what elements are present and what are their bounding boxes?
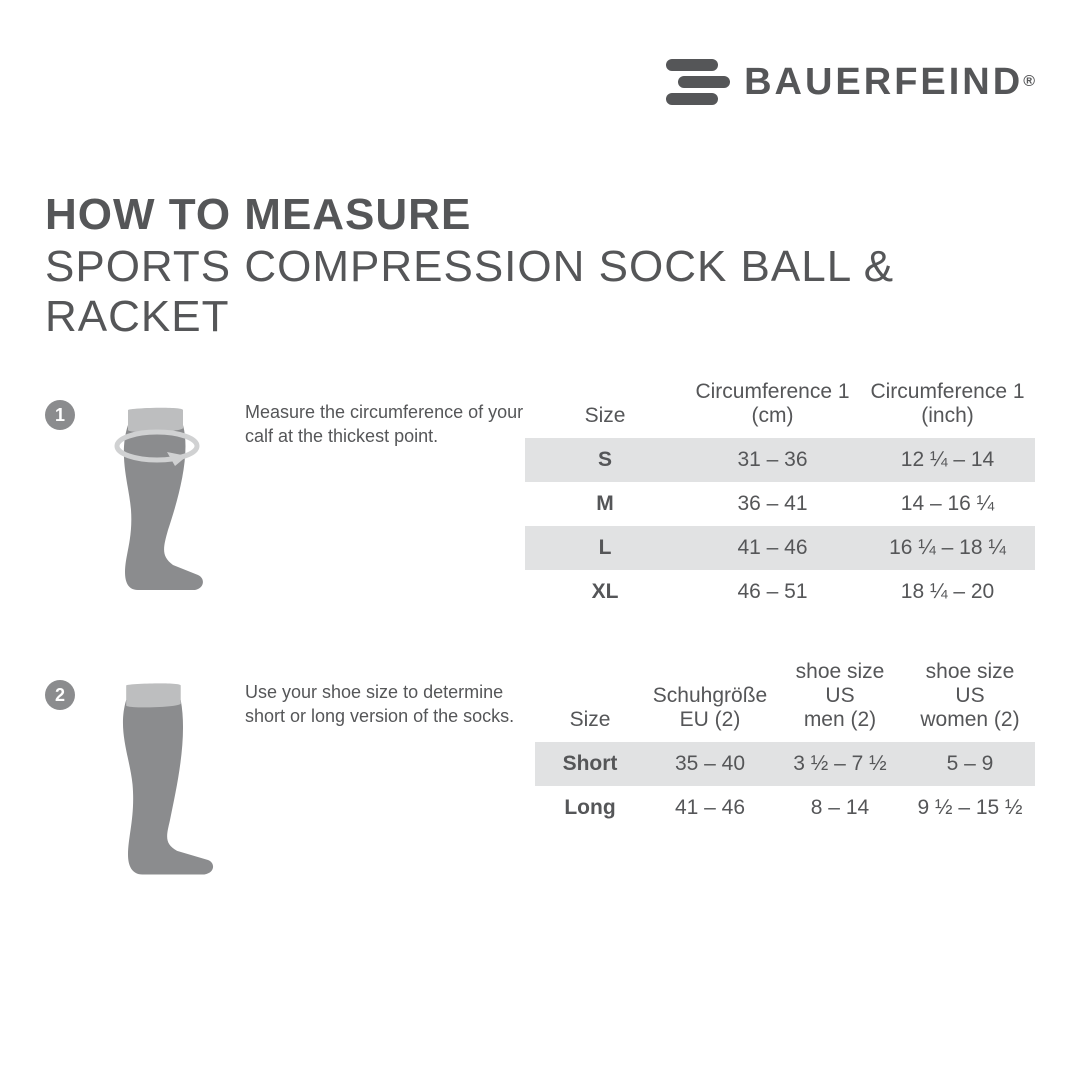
table-body: S31 – 3612 ¼ – 14M36 – 4114 – 16 ¼L41 – …: [525, 438, 1035, 614]
table-column-header: Circumference 1(cm): [685, 370, 860, 438]
table-cell: 3 ½ – 7 ½: [775, 742, 905, 786]
table-column-header: Size: [535, 650, 645, 742]
table-cell: 41 – 46: [685, 526, 860, 570]
brand-name: BAUERFEIND: [744, 61, 1023, 104]
heading-line-2: SPORTS COMPRESSION SOCK BALL & RACKET: [45, 242, 1080, 342]
table-cell: M: [525, 482, 685, 526]
table-column-header: Circumference 1(inch): [860, 370, 1035, 438]
table-cell: 46 – 51: [685, 570, 860, 614]
table-cell: 14 – 16 ¼: [860, 482, 1035, 526]
brand-mark-icon: [666, 55, 736, 109]
table-cell: 18 ¼ – 20: [860, 570, 1035, 614]
table-row: M36 – 4114 – 16 ¼: [525, 482, 1035, 526]
table-row: XL46 – 5118 ¼ – 20: [525, 570, 1035, 614]
table-cell: Short: [535, 742, 645, 786]
instruction-text-2: Use your shoe size to determine short or…: [245, 680, 545, 729]
table-cell: Long: [535, 786, 645, 830]
size-table-circumference: SizeCircumference 1(cm)Circumference 1(i…: [525, 370, 1035, 614]
brand-logo: BAUERFEIND ®: [666, 55, 1035, 109]
table-column-header: SchuhgrößeEU (2): [645, 650, 775, 742]
table-cell: 31 – 36: [685, 438, 860, 482]
heading-line-1: HOW TO MEASURE: [45, 190, 1080, 240]
table-cell: 36 – 41: [685, 482, 860, 526]
table-head: SizeCircumference 1(cm)Circumference 1(i…: [525, 370, 1035, 438]
table-cell: 8 – 14: [775, 786, 905, 830]
table-cell: 5 – 9: [905, 742, 1035, 786]
step-badge-1: 1: [45, 400, 75, 430]
table-row: Short35 – 403 ½ – 7 ½5 – 9: [535, 742, 1035, 786]
table-body: Short35 – 403 ½ – 7 ½5 – 9Long41 – 468 –…: [535, 742, 1035, 830]
table-cell: 41 – 46: [645, 786, 775, 830]
table-column-header: shoe size USwomen (2): [905, 650, 1035, 742]
table-cell: 9 ½ – 15 ½: [905, 786, 1035, 830]
page-root: BAUERFEIND ® HOW TO MEASURE SPORTS COMPR…: [0, 0, 1080, 1080]
size-table-shoe: SizeSchuhgrößeEU (2)shoe size USmen (2)s…: [535, 650, 1035, 830]
table-cell: XL: [525, 570, 685, 614]
table-row: Long41 – 468 – 149 ½ – 15 ½: [535, 786, 1035, 830]
table-column-header: shoe size USmen (2): [775, 650, 905, 742]
leg-diagram-2-icon: [83, 680, 233, 880]
table-column-header: Size: [525, 370, 685, 438]
table-row: L41 – 4616 ¼ – 18 ¼: [525, 526, 1035, 570]
step-badge-2: 2: [45, 680, 75, 710]
table-cell: 16 ¼ – 18 ¼: [860, 526, 1035, 570]
table-cell: S: [525, 438, 685, 482]
table-cell: 12 ¼ – 14: [860, 438, 1035, 482]
table-head: SizeSchuhgrößeEU (2)shoe size USmen (2)s…: [535, 650, 1035, 742]
table-cell: L: [525, 526, 685, 570]
brand-registered-mark: ®: [1023, 73, 1035, 91]
instruction-text-1: Measure the circumference of your calf a…: [245, 400, 545, 449]
table-cell: 35 – 40: [645, 742, 775, 786]
table-row: S31 – 3612 ¼ – 14: [525, 438, 1035, 482]
page-heading: HOW TO MEASURE SPORTS COMPRESSION SOCK B…: [45, 190, 1080, 342]
leg-diagram-1-icon: [83, 400, 233, 600]
